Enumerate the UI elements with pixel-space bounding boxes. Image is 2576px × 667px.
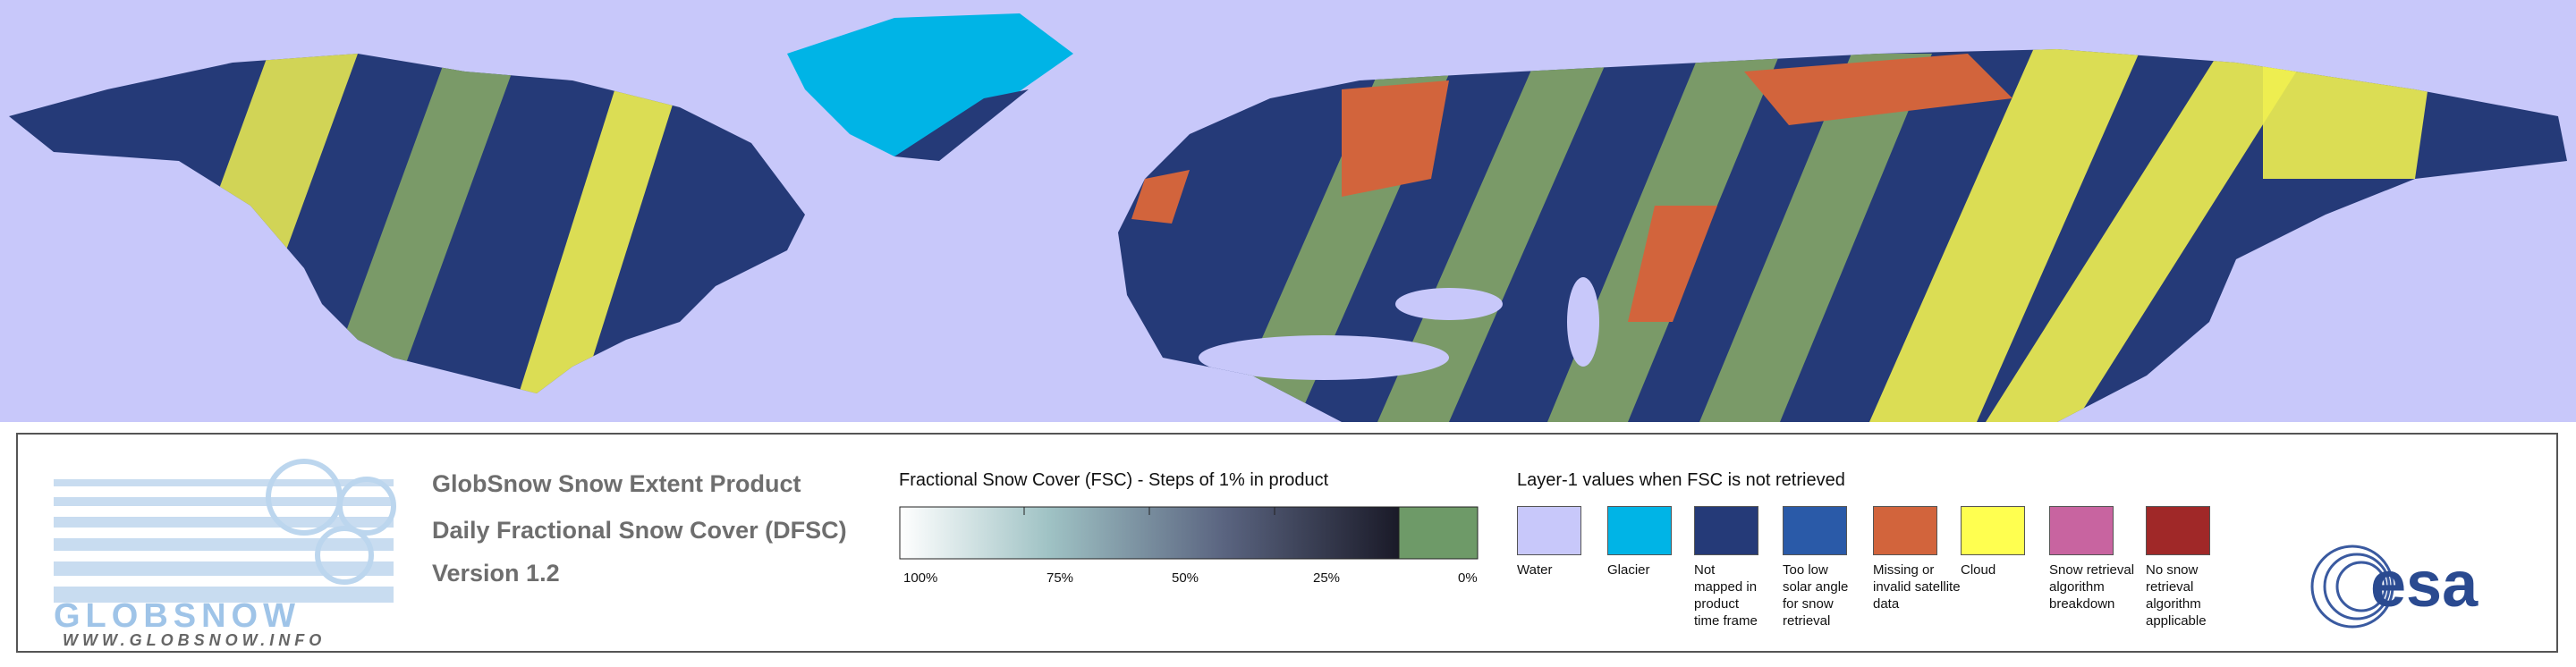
- legend-swatch: [1873, 506, 1937, 555]
- legend-swatch: [1607, 506, 1672, 555]
- fsc-label: 100%: [903, 570, 938, 586]
- snow-map: [0, 0, 2576, 422]
- fsc-label: 75%: [1046, 570, 1074, 586]
- legend-swatch: [2146, 506, 2210, 555]
- legend-label: Water: [1517, 561, 1552, 578]
- legend-label-line: retrieval: [1783, 613, 1831, 629]
- esa-logo: esa: [2310, 545, 2479, 629]
- legend-swatch: [1961, 506, 2025, 555]
- legend-label-line: data: [1873, 596, 1900, 612]
- fsc-label: 25%: [1313, 570, 1341, 586]
- legend-label-line: Too low: [1783, 562, 1828, 578]
- title: GlobSnow Snow Extent Product: [432, 470, 801, 497]
- legend-label-line: Cloud: [1961, 562, 1996, 578]
- legend-label-line: Snow retrieval: [2049, 562, 2135, 578]
- legend-label-line: Water: [1517, 562, 1553, 578]
- logo-wordmark: GLOBSNOW: [54, 597, 301, 635]
- legend-label-line: applicable: [2146, 613, 2207, 629]
- legend-swatch: [1783, 506, 1847, 555]
- legend-swatch: [2049, 506, 2114, 555]
- legend-label-line: Not: [1694, 562, 1716, 578]
- fsc-label: 0%: [1458, 570, 1478, 586]
- legend-label: Not mapped in product time frame: [1694, 561, 1758, 629]
- globsnow-logo: GLOBSNOW WWW.GLOBSNOW.INFO: [54, 459, 396, 649]
- legend-label-line: No snow: [2146, 562, 2199, 578]
- legend-label-line: breakdown: [2049, 596, 2115, 612]
- legend-label-line: invalid satellite: [1873, 579, 1961, 595]
- legend-panel: GLOBSNOW WWW.GLOBSNOW.INFO GlobSnow Snow…: [16, 433, 2558, 653]
- fsc-colorbar: [899, 506, 1479, 560]
- legend-label: Glacier: [1607, 561, 1650, 578]
- legend-label-line: solar angle: [1783, 579, 1849, 595]
- version: Version 1.2: [432, 560, 560, 587]
- legend-label: Too low solar angle for snow retrieval: [1783, 561, 1848, 629]
- fsc-title: Fractional Snow Cover (FSC) - Steps of 1…: [899, 470, 1329, 490]
- legend-label-line: algorithm: [2049, 579, 2105, 595]
- legend-label-line: algorithm: [2146, 596, 2201, 612]
- legend-label: Missing or invalid satellite data: [1873, 561, 1961, 612]
- legend-label-line: product: [1694, 596, 1740, 612]
- legend-label-line: retrieval: [2146, 579, 2194, 595]
- layer1-title: Layer-1 values when FSC is not retrieved: [1517, 470, 1845, 490]
- legend-label-line: time frame: [1694, 613, 1758, 629]
- legend-label: Cloud: [1961, 561, 1996, 578]
- legend-label-line: for snow: [1783, 596, 1834, 612]
- legend-label: Snow retrieval algorithm breakdown: [2049, 561, 2134, 612]
- subtitle: Daily Fractional Snow Cover (DFSC): [432, 517, 847, 544]
- legend-swatch: [1694, 506, 1758, 555]
- legend-label-line: Glacier: [1607, 562, 1650, 578]
- esa-wordmark: esa: [2370, 549, 2479, 621]
- logo-url: WWW.GLOBSNOW.INFO: [63, 631, 326, 649]
- legend-swatch: [1517, 506, 1581, 555]
- fsc-label: 50%: [1172, 570, 1199, 586]
- legend-label-line: mapped in: [1694, 579, 1758, 595]
- legend-label: No snow retrieval algorithm applicable: [2146, 561, 2207, 629]
- legend-label-line: Missing or: [1873, 562, 1935, 578]
